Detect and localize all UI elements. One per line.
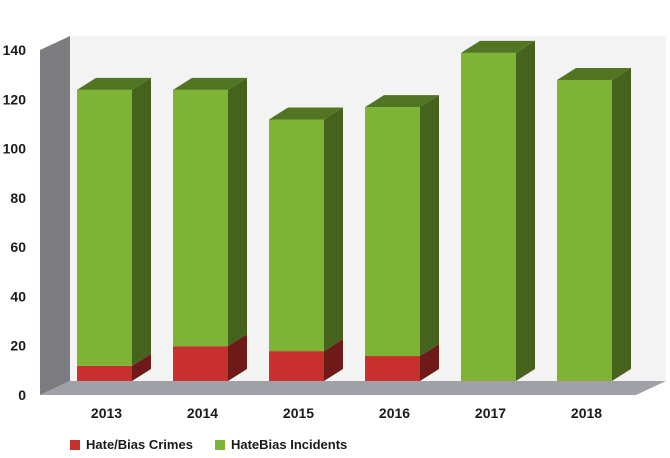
bar-hatebias-incidents xyxy=(365,107,420,357)
bar-hatebias-incidents xyxy=(77,89,132,366)
y-tick-label: 140 xyxy=(3,42,27,58)
legend-item-incidents: HateBias Incidents xyxy=(214,437,348,452)
y-tick-label: 40 xyxy=(10,288,26,304)
bar-hate-bias-crimes-side xyxy=(228,334,247,381)
bar-hatebias-incidents-top xyxy=(77,77,151,90)
floor xyxy=(40,381,666,395)
bar-hatebias-incidents-side xyxy=(516,40,535,381)
x-tick-label: 2018 xyxy=(571,405,602,421)
bar-hatebias-incidents xyxy=(269,119,324,352)
bar-hatebias-incidents-top xyxy=(269,107,343,120)
x-tick-label: 2017 xyxy=(475,405,506,421)
x-tick-label: 2013 xyxy=(91,405,122,421)
x-tick-label: 2015 xyxy=(283,405,314,421)
bar-hatebias-incidents-top xyxy=(461,40,535,53)
bar-hatebias-incidents-top xyxy=(557,68,631,81)
bar-hatebias-incidents-top xyxy=(365,95,439,108)
y-tick-label: 80 xyxy=(10,190,26,206)
legend: Hate/Bias Crimes HateBias Incidents xyxy=(70,437,347,452)
bar-hate-bias-crimes-side xyxy=(324,339,343,381)
y-tick-label: 0 xyxy=(18,387,26,403)
bar-hate-bias-crimes-side xyxy=(420,344,439,381)
bar-hate-bias-crimes xyxy=(173,346,228,381)
bar-hatebias-incidents-top xyxy=(173,77,247,90)
bar-hatebias-incidents-side xyxy=(612,68,631,381)
y-tick-label: 120 xyxy=(3,91,27,107)
bar-hatebias-incidents xyxy=(461,52,516,381)
x-tick-label: 2016 xyxy=(379,405,410,421)
bar-hatebias-incidents-side xyxy=(324,107,343,352)
bar-hate-bias-crimes-side xyxy=(612,368,631,381)
side-wall xyxy=(40,36,70,395)
bar-hatebias-incidents xyxy=(173,89,228,347)
bar-hate-bias-crimes xyxy=(269,351,324,381)
y-tick-label: 60 xyxy=(10,239,26,255)
bar-hatebias-incidents xyxy=(557,80,612,381)
legend-swatch-incidents xyxy=(214,439,225,450)
bar-hate-bias-crimes-side xyxy=(516,368,535,381)
legend-item-crimes: Hate/Bias Crimes xyxy=(70,437,193,452)
x-tick-label: 2014 xyxy=(187,405,218,421)
bar-hate-bias-crimes xyxy=(365,356,420,381)
legend-label-incidents: HateBias Incidents xyxy=(230,437,348,452)
bar-hatebias-incidents-side xyxy=(132,77,151,366)
legend-swatch-crimes xyxy=(70,439,80,450)
bar-hatebias-incidents-side xyxy=(228,77,247,347)
bar-hate-bias-crimes xyxy=(77,365,132,381)
y-tick-label: 100 xyxy=(3,141,27,157)
bar-hatebias-incidents-side xyxy=(420,95,439,357)
y-tick-label: 20 xyxy=(10,338,26,354)
bar-hate-bias-crimes-side xyxy=(132,353,151,381)
legend-label-crimes: Hate/Bias Crimes xyxy=(86,437,193,452)
